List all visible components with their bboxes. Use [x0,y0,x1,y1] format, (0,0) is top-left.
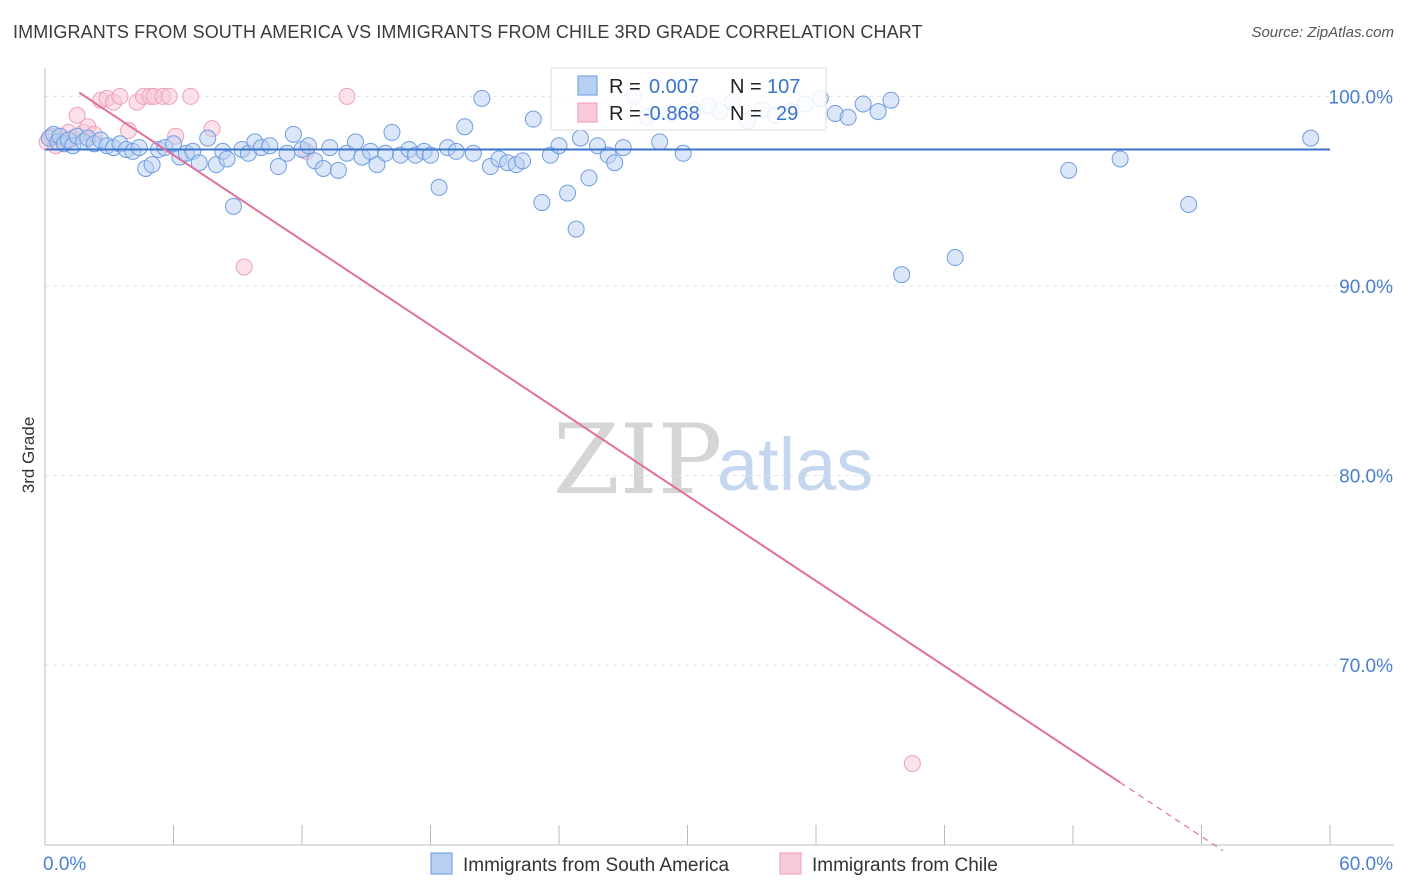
south-america-point [893,266,911,284]
y-tick-label: 70.0% [1339,656,1393,677]
south-america-point [1302,129,1320,147]
south-america-point [674,144,692,162]
south-america-point [377,144,395,162]
regression-lines [45,91,1330,852]
bottom-legend-chile: Immigrants from Chile [812,855,998,876]
legend-pink-r-label: R = [609,103,641,125]
south-america-point [614,139,632,157]
x-tick-label-min: 0.0% [43,854,86,875]
axes [44,68,1394,846]
south-america-point [261,137,279,155]
south-america-point [550,137,568,155]
bottom-legend-swatch-pink [779,852,802,875]
legend-blue-n-value: 107 [767,76,800,98]
south-america-point [218,150,236,168]
watermark-zip: ZIP [553,404,722,516]
bottom-legend-south-america: Immigrants from South America [463,855,730,876]
watermark-atlas: atlas [717,423,873,506]
south-america-point [567,220,585,238]
south-america-point [946,249,964,267]
south-america-point [882,91,900,109]
south-america-point [524,110,542,128]
south-america-point [456,118,474,136]
south-america-point [559,184,577,202]
legend-pink-n-value: 29 [776,103,798,125]
legend-blue-n-label: N = [730,76,762,98]
south-america-point [514,152,532,170]
south-america-point [869,103,887,121]
watermark: ZIP atlas [553,404,873,516]
chile-point [235,258,253,276]
south-america-point [321,139,339,157]
south-america-point [571,129,589,147]
legend-swatch-blue [577,75,598,96]
chart-title: IMMIGRANTS FROM SOUTH AMERICA VS IMMIGRA… [13,22,923,42]
y-axis-label: 3rd Grade [19,417,38,494]
south-america-point [199,129,217,147]
chile-regression-extension [1119,781,1224,852]
chile-regression-line [78,91,1121,784]
south-america-point [284,125,302,143]
south-america-point [464,144,482,162]
legend-blue-r-value: 0.007 [649,76,699,98]
south-america-point [224,197,242,215]
south-america-point [473,89,491,107]
y-tick-labels: 100.0% 90.0% 80.0% 70.0% [1329,87,1394,677]
south-america-point [533,194,551,212]
legend-pink-r-value: -0.868 [643,103,700,125]
y-tick-label: 100.0% [1329,87,1394,108]
chile-point [903,755,921,773]
south-america-point [422,146,439,164]
source-credit: Source: ZipAtlas.com [1251,24,1394,41]
chile-point [111,87,129,105]
legend-blue-r-label: R = [609,76,641,98]
south-america-point [1060,161,1078,179]
y-tick-label: 80.0% [1339,466,1393,487]
bottom-legend-swatch-blue [430,852,453,875]
south-america-point [606,154,624,172]
south-america-point [368,156,386,174]
x-tick-label-max: 60.0% [1339,854,1393,875]
grid-lines [45,95,1394,666]
south-america-point [447,142,465,160]
south-america-point [143,156,161,174]
south-america-point [329,161,347,179]
south-america-point [314,159,332,177]
south-america-point [278,144,296,162]
south-america-point [430,178,448,196]
legend-pink-n-label: N = [730,103,762,125]
stats-legend: R = 0.007 N = 107 R = -0.868 N = 29 [550,67,827,131]
series-legend: Immigrants from South America Immigrants… [430,852,998,876]
south-america-point [580,169,598,187]
south-america-point [854,95,872,113]
south-america-point [347,133,365,151]
south-america-point [1111,150,1129,168]
chile-point [182,87,200,105]
y-tick-label: 90.0% [1339,277,1393,298]
chile-point [160,87,178,105]
x-tick-labels: 0.0% 60.0% [43,854,1393,875]
legend-swatch-pink [577,102,598,123]
chile-point [338,87,356,105]
south-america-point [1180,195,1198,213]
south-america-point [839,108,857,126]
south-america-point [130,139,148,157]
south-america-point [269,158,287,176]
south-america-point [190,154,208,172]
south-america-point [299,137,317,155]
south-america-point [383,123,401,141]
chile-point [68,106,86,124]
south-america-point [651,133,669,151]
